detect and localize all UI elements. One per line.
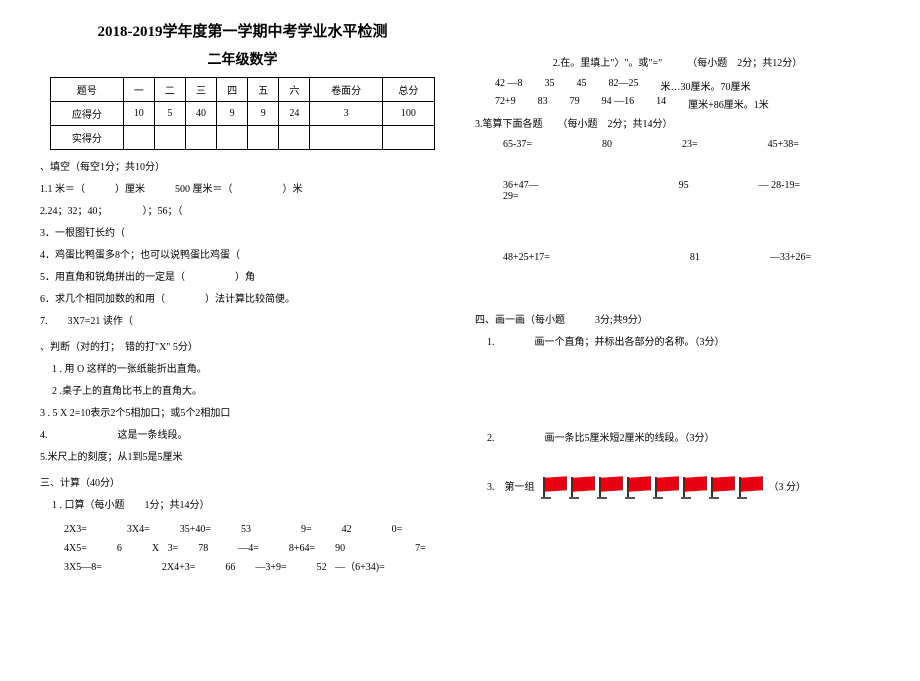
sec2-title: 、判断（对的打； 错的打"X" 5分）	[40, 340, 445, 356]
sec2-q1: 1 . 用 O 这样的一张纸能折出直角。	[40, 362, 445, 378]
sec1-q4: 4．鸡蛋比鸭蛋多8个；也可以说鸭蛋比鸡蛋（	[40, 248, 445, 264]
sec2-q2: 2 .桌子上的直角比书上的直角大。	[40, 384, 445, 400]
cell: 23=	[682, 139, 698, 150]
sec3-q2-row2: 72+9 83 79 94 —16 14 厘米+86厘米。1米	[495, 96, 880, 111]
td	[248, 126, 279, 150]
sec4-q3-post: （3 分）	[769, 480, 807, 496]
td: 24	[279, 102, 310, 126]
sec3-q3-row2: 36+47— 29= 95 — 28-19=	[503, 180, 880, 202]
th: 一	[123, 78, 154, 102]
sec1-q6: 6．求几个相同加数的和用（ ）法计算比较简便。	[40, 292, 445, 308]
sec3-title: 三、计算（40分）	[40, 476, 445, 492]
td	[382, 126, 434, 150]
cell: 95	[679, 180, 689, 202]
cell: —33+26=	[770, 252, 811, 263]
td: 9	[217, 102, 248, 126]
cell: 94 —16	[602, 96, 635, 111]
cell: 厘米+86厘米。1米	[688, 96, 769, 111]
td	[310, 126, 383, 150]
td	[279, 126, 310, 150]
cell: 82—25	[609, 78, 639, 93]
sec4-q1: 1. 画一个直角；并标出各部分的名称。（3分）	[475, 335, 880, 351]
td: 40	[185, 102, 216, 126]
th: 六	[279, 78, 310, 102]
sec3-q1-row3: 3X5—8= 2X4+3= 66 —3+9= 52 —（6+34)=	[64, 558, 445, 573]
sec2-q5: 5.米尺上的刻度；从1到5是5厘米	[40, 450, 445, 466]
td	[217, 126, 248, 150]
cell: 72+9	[495, 96, 516, 111]
cell: 45+38=	[768, 139, 799, 150]
sec3-q1-row2: 4X5= 6 X 3= 78 —4= 8+64= 90 7=	[64, 539, 445, 554]
th: 总分	[382, 78, 434, 102]
flag-row	[541, 477, 763, 499]
cell: 80	[602, 139, 612, 150]
cell: 81	[690, 252, 700, 263]
cell: 79	[570, 96, 580, 111]
table-row: 应得分 10 5 40 9 9 24 3 100	[51, 102, 435, 126]
cell: — 28-19=	[759, 180, 800, 202]
cell: 米…30厘米。70厘米	[661, 78, 751, 93]
sec3-q3-title: 3.笔算下面各题 （每小题 2分；共14分）	[475, 117, 880, 133]
sec3-q3-row1: 65-37= 80 23= 45+38=	[503, 139, 880, 150]
sec1-q7: 7. 3X7=21 读作（	[40, 314, 445, 330]
sec3-q2-title: 2.在。里填上"〉"。或"=" （每小题 2分；共12分）	[475, 56, 880, 72]
score-table: 题号 一 二 三 四 五 六 卷面分 总分 应得分 10 5 40 9 9 24…	[50, 77, 435, 150]
sec1-q5: 5．用直角和锐角拼出的一定是（ ）角	[40, 270, 445, 286]
sec3-q2-row1: 42 —8 35 45 82—25 米…30厘米。70厘米	[495, 78, 880, 93]
sec1-q3: 3．一根图钉长约（	[40, 226, 445, 242]
flag-icon	[597, 477, 623, 499]
th: 二	[154, 78, 185, 102]
flag-icon	[653, 477, 679, 499]
sec4-q2: 2. 画一条比5厘米短2厘米的线段。（3分）	[475, 431, 880, 447]
td: 3	[310, 102, 383, 126]
cell: 48+25+17=	[503, 252, 550, 263]
td	[154, 126, 185, 150]
cell: 35	[545, 78, 555, 93]
sec1-title: 、填空（每空1分；共10分）	[40, 160, 445, 176]
table-row: 实得分	[51, 126, 435, 150]
cell: 14	[656, 96, 666, 111]
td	[185, 126, 216, 150]
sec1-q2: 2.24；32；40； ）；56；（	[40, 204, 445, 220]
td-label: 应得分	[51, 102, 124, 126]
table-row: 题号 一 二 三 四 五 六 卷面分 总分	[51, 78, 435, 102]
flag-icon	[681, 477, 707, 499]
th: 题号	[51, 78, 124, 102]
cell: 42 —8	[495, 78, 523, 93]
cell: 65-37=	[503, 139, 532, 150]
td	[123, 126, 154, 150]
sec3-q1-row1: 2X3= 3X4= 35+40= 53 9= 42 0=	[64, 520, 445, 535]
cell: 83	[538, 96, 548, 111]
exam-title-1: 2018-2019学年度第一学期中考学业水平检测	[40, 20, 445, 41]
sec2-q3: 3 . 5 X 2=10表示2个5相加口；或5个2相加口	[40, 406, 445, 422]
exam-title-2: 二年级数学	[40, 49, 445, 69]
th: 四	[217, 78, 248, 102]
sec1-q1: 1.1 米＝（ ）厘米 500 厘米＝（ ）米	[40, 182, 445, 198]
th: 五	[248, 78, 279, 102]
flag-icon	[569, 477, 595, 499]
td: 10	[123, 102, 154, 126]
cell: 36+47— 29=	[503, 180, 539, 202]
sec4-title: 四、画一画（每小题 3分;共9分）	[475, 313, 880, 329]
flag-icon	[709, 477, 735, 499]
flag-icon	[625, 477, 651, 499]
sec3-q1-title: 1 . 口算（每小题 1分；共14分）	[40, 498, 445, 514]
cell: 45	[577, 78, 587, 93]
flag-icon	[737, 477, 763, 499]
td: 100	[382, 102, 434, 126]
sec4-q3-pre: 3. 第一组	[487, 480, 535, 496]
td: 5	[154, 102, 185, 126]
sec4-q3: 3. 第一组 （3 分）	[475, 477, 880, 499]
sec2-q4: 4. 这是一条线段。	[40, 428, 445, 444]
td: 9	[248, 102, 279, 126]
td-label: 实得分	[51, 126, 124, 150]
sec3-q3-row3: 48+25+17= 81 —33+26=	[503, 252, 880, 263]
flag-icon	[541, 477, 567, 499]
th: 卷面分	[310, 78, 383, 102]
th: 三	[185, 78, 216, 102]
